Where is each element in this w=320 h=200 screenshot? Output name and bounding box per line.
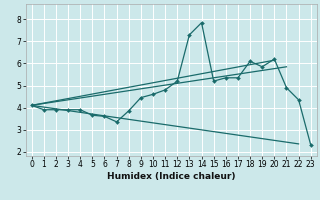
X-axis label: Humidex (Indice chaleur): Humidex (Indice chaleur) xyxy=(107,172,236,181)
